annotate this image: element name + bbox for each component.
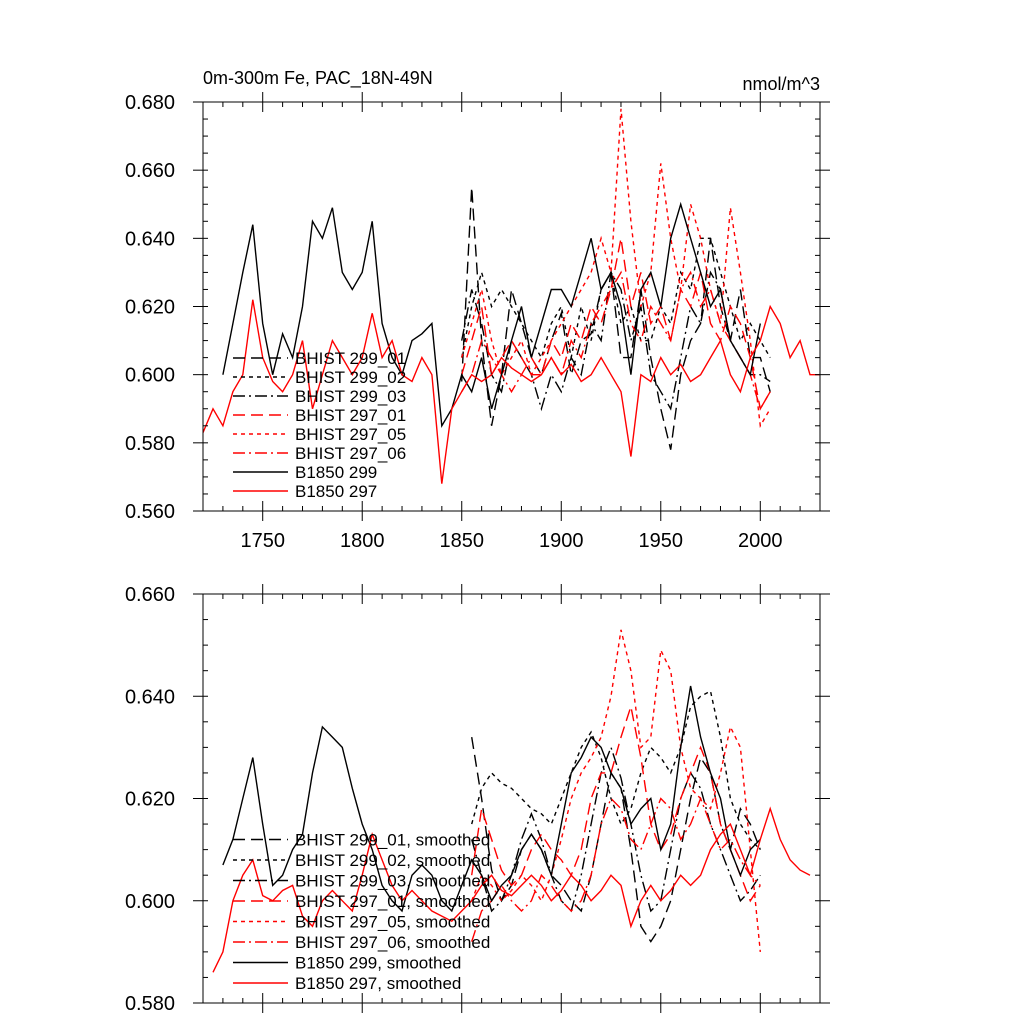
- legend-label: BHIST 297_05: [295, 425, 406, 444]
- chart-title: 0m-300m Fe, PAC_18N-49N: [203, 68, 433, 89]
- legend-label: BHIST 297_06: [295, 444, 406, 463]
- x-tick-label: 1800: [340, 530, 385, 552]
- legend-label: BHIST 299_02, smoothed: [295, 851, 490, 870]
- x-tick-label: 1900: [539, 530, 584, 552]
- series-line: [461, 237, 771, 360]
- series-line: [461, 270, 771, 411]
- y-tick-label: 0.640: [125, 686, 175, 708]
- y-tick-label: 0.680: [125, 92, 175, 114]
- x-tick-label: 1750: [240, 530, 285, 552]
- legend-label: BHIST 297_01: [295, 406, 406, 425]
- series-line: [461, 238, 771, 411]
- series-line: [203, 299, 820, 484]
- series-line: [461, 108, 771, 428]
- legend-label: BHIST 299_01, smoothed: [295, 831, 490, 850]
- y-tick-label: 0.660: [125, 584, 175, 606]
- legend-label: BHIST 297_05, smoothed: [295, 913, 490, 932]
- y-tick-label: 0.640: [125, 228, 175, 250]
- legend-label: B1850 297, smoothed: [295, 974, 461, 993]
- y-tick-label: 0.560: [125, 501, 175, 523]
- legend-label: BHIST 299_03, smoothed: [295, 872, 490, 891]
- y-tick-label: 0.580: [125, 993, 175, 1015]
- y-tick-label: 0.600: [125, 891, 175, 913]
- series-line: [222, 685, 761, 913]
- legend-label: BHIST 299_03: [295, 387, 406, 406]
- x-tick-label: 1950: [639, 530, 684, 552]
- series-line: [471, 745, 761, 913]
- y-tick-label: 0.620: [125, 789, 175, 811]
- series-line: [471, 703, 761, 903]
- y-tick-label: 0.600: [125, 365, 175, 387]
- legend-label: BHIST 297_06, smoothed: [295, 933, 490, 952]
- series-line: [461, 270, 771, 412]
- y-tick-label: 0.660: [125, 160, 175, 182]
- top-panel: 0m-300m Fe, PAC_18N-49N nmol/m^3 1750 180…: [125, 68, 830, 552]
- legend-label: BHIST 299_01: [295, 349, 406, 368]
- legend-label: B1850 297: [295, 482, 377, 501]
- units-label: nmol/m^3: [743, 74, 820, 94]
- series-line: [471, 796, 761, 942]
- series-line: [461, 187, 771, 450]
- series-line: [471, 690, 761, 851]
- y-tick-label: 0.580: [125, 433, 175, 455]
- legend-label: BHIST 297_01, smoothed: [295, 892, 490, 911]
- y-tick-label: 0.620: [125, 297, 175, 319]
- x-tick-label: 1850: [439, 530, 484, 552]
- legend-label: B1850 299: [295, 463, 377, 482]
- series-line: [471, 629, 761, 952]
- bottom-panel: 0.580 0.600 0.620 0.640 0.660 BHIST 299_01, s…: [125, 584, 830, 1015]
- x-tick-label: 2000: [738, 530, 783, 552]
- legend-label: B1850 299, smoothed: [295, 954, 461, 973]
- legend-label: BHIST 299_02: [295, 368, 406, 387]
- series-line: [212, 806, 811, 973]
- series-line: [222, 201, 761, 429]
